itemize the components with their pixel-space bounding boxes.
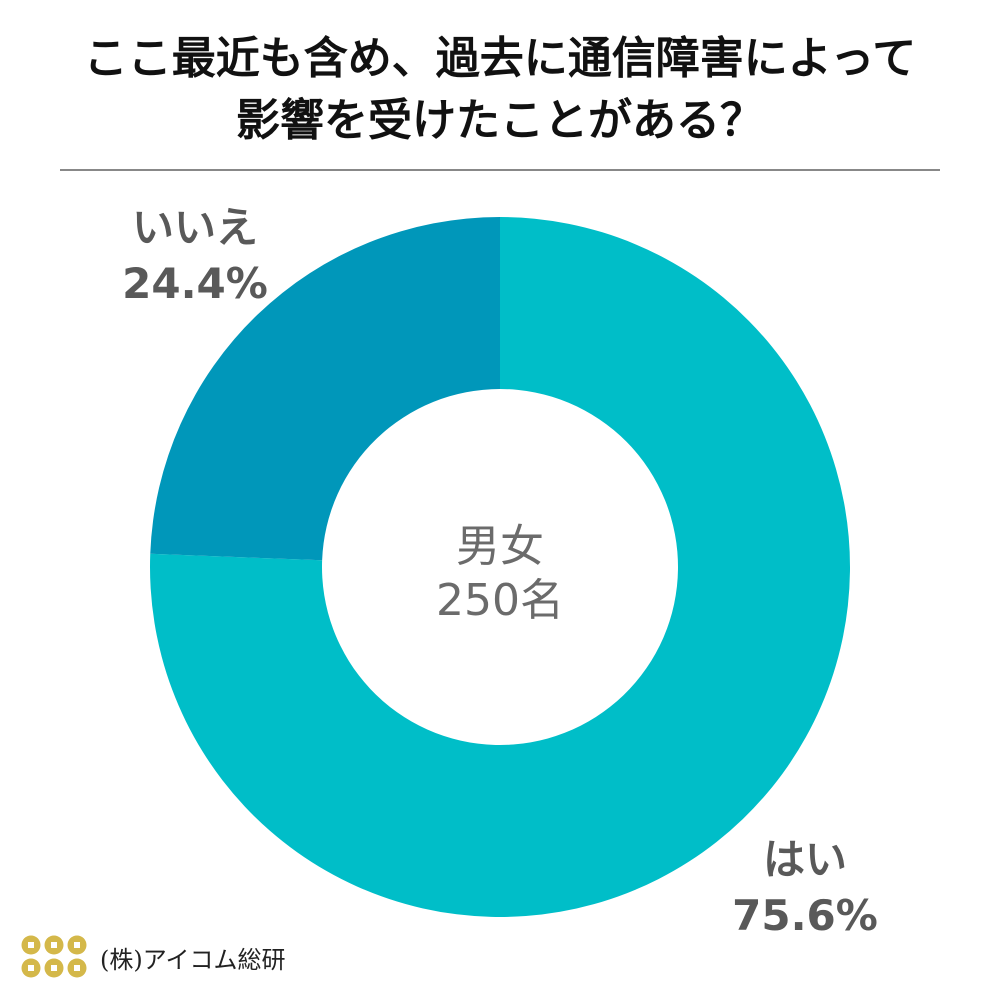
slice-label-no-name: いいえ [131, 203, 258, 252]
slice-no [150, 216, 500, 561]
center-label-count: 250名 [436, 575, 564, 626]
title-divider [60, 169, 940, 171]
company-name: (株)アイコム総研 [100, 945, 286, 974]
logo-coin-hole [51, 965, 57, 971]
slice-label-yes-name: はい [762, 835, 847, 884]
logo-coin-hole [28, 965, 34, 971]
slice-yes [150, 217, 851, 917]
chart-title: ここ最近も含め、過去に通信障害によって 影響を受けたことがある？ [0, 28, 1000, 152]
slice-label-yes-value: 75.6% [732, 891, 878, 940]
center-label-group: 男女 [456, 521, 544, 572]
chart-title-line-2: 影響を受けたことがある？ [236, 95, 764, 146]
chart-title-line-1: ここ最近も含め、過去に通信障害によって [83, 33, 917, 84]
company-logo-icon [21, 935, 87, 978]
center-label: 男女 250名 [400, 520, 600, 628]
logo-coin-hole [28, 942, 34, 948]
slice-label-no-value: 24.4% [122, 259, 268, 308]
slice-label-no: いいえ 24.4% [100, 200, 290, 312]
footer: (株)アイコム総研 [20, 932, 286, 982]
logo-coin-hole [74, 942, 80, 948]
slice-label-yes: はい 75.6% [710, 832, 900, 944]
logo-coin-hole [74, 965, 80, 971]
logo-coin-hole [51, 942, 57, 948]
